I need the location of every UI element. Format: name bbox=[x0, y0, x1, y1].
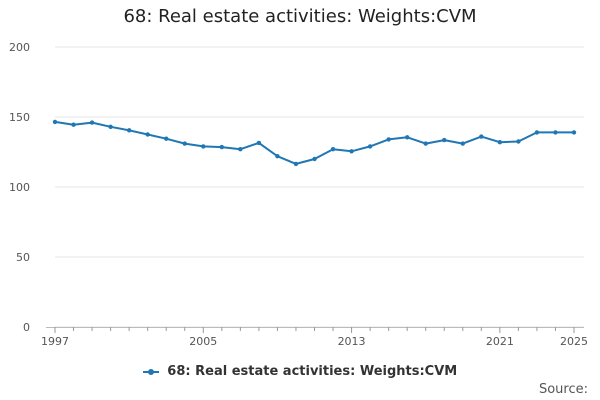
data-point[interactable] bbox=[312, 156, 317, 162]
data-point[interactable] bbox=[71, 122, 76, 127]
data-point[interactable] bbox=[52, 119, 58, 125]
data-point[interactable] bbox=[479, 134, 484, 139]
data-point[interactable] bbox=[460, 141, 465, 146]
data-point[interactable] bbox=[367, 144, 373, 149]
data-point[interactable] bbox=[386, 137, 391, 142]
data-point[interactable] bbox=[89, 120, 95, 125]
data-point[interactable] bbox=[330, 147, 336, 152]
data-point[interactable] bbox=[238, 147, 243, 152]
data-point[interactable] bbox=[293, 161, 299, 167]
y-tick-label: 100 bbox=[9, 181, 30, 194]
legend[interactable]: 68: Real estate activities: Weights:CVM bbox=[0, 364, 600, 379]
data-point[interactable] bbox=[423, 141, 428, 146]
data-point[interactable] bbox=[349, 149, 354, 154]
data-point[interactable] bbox=[497, 140, 503, 145]
axis-layer: 0 50 100 150 200 1997 2005 2013 2021 2025 bbox=[9, 41, 588, 348]
chart-title: 68: Real estate activities: Weights:CVM bbox=[123, 6, 477, 27]
x-tick-label: 2005 bbox=[189, 335, 217, 348]
series-layer bbox=[52, 119, 577, 167]
x-tick-label: 2025 bbox=[560, 335, 588, 348]
data-point[interactable] bbox=[275, 154, 280, 159]
data-point[interactable] bbox=[182, 141, 187, 146]
data-point[interactable] bbox=[145, 132, 150, 137]
data-point[interactable] bbox=[534, 130, 540, 135]
x-tick-label: 1997 bbox=[41, 335, 69, 348]
legend-label: 68: Real estate activities: Weights:CVM bbox=[167, 364, 458, 379]
x-tick-label: 2013 bbox=[338, 335, 366, 348]
data-point[interactable] bbox=[404, 135, 410, 140]
data-point[interactable] bbox=[553, 130, 558, 135]
source-label: Source: bbox=[538, 382, 588, 397]
data-point[interactable] bbox=[164, 136, 169, 141]
legend-swatch bbox=[142, 368, 159, 375]
y-tick-label: 0 bbox=[23, 321, 30, 334]
data-point[interactable] bbox=[108, 124, 113, 129]
data-point[interactable] bbox=[442, 137, 447, 143]
y-tick-label: 50 bbox=[16, 251, 30, 264]
data-point[interactable] bbox=[516, 139, 521, 144]
y-tick-label: 200 bbox=[9, 41, 30, 54]
x-tick-label: 2021 bbox=[486, 335, 514, 348]
data-point[interactable] bbox=[201, 144, 206, 149]
data-point[interactable] bbox=[571, 130, 577, 135]
data-point[interactable] bbox=[219, 144, 225, 150]
data-point[interactable] bbox=[256, 140, 262, 146]
data-point[interactable] bbox=[126, 128, 132, 133]
grid-layer bbox=[55, 46, 584, 328]
y-tick-label: 150 bbox=[9, 111, 30, 124]
